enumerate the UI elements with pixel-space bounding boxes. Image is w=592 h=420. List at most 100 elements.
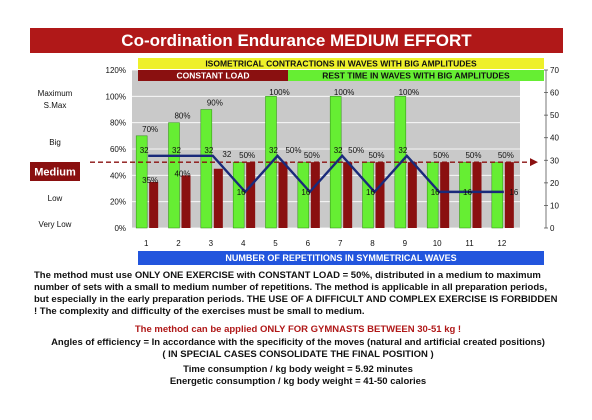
navy-line — [148, 153, 504, 194]
dark-red-bar — [343, 162, 353, 228]
green-bar — [491, 161, 504, 229]
right-axis-tick: 70 — [550, 66, 559, 75]
dark-red-bar — [213, 168, 223, 228]
method-description: The method must use ONLY ONE EXERCISE wi… — [34, 270, 558, 317]
extra-label: 50% — [348, 146, 364, 155]
green-bar-label: 90% — [207, 99, 223, 108]
left-label: S.Max — [44, 101, 67, 110]
x-tick-label: 1 — [144, 239, 149, 248]
dark-red-bar — [278, 162, 288, 228]
navy-line-label: 16 — [301, 188, 310, 197]
constant-load-band — [138, 70, 288, 81]
left-axis-tick: 20% — [110, 198, 126, 207]
dark-red-bar — [440, 162, 450, 228]
navy-line-label: 32 — [269, 146, 278, 155]
navy-line-label: 16 — [509, 188, 518, 197]
navy-line-label: 16 — [366, 188, 375, 197]
constant-load-label: CONSTANT LOAD — [176, 71, 249, 81]
isometric-band — [138, 58, 544, 69]
right-axis-tick: 30 — [550, 156, 559, 165]
x-tick-label: 9 — [403, 239, 408, 248]
right-axis-tick: 0 — [550, 224, 555, 233]
right-axis-tick: 20 — [550, 179, 559, 188]
repetitions-label: NUMBER OF REPETITIONS IN SYMMETRICAL WAV… — [225, 253, 456, 263]
dark-red-bar — [472, 162, 482, 228]
green-bar-label: 100% — [269, 88, 289, 97]
left-axis-tick: 60% — [110, 145, 126, 154]
left-axis-tick: 0% — [114, 224, 126, 233]
x-tick-label: 2 — [176, 239, 181, 248]
green-bar-label: 50% — [465, 151, 481, 160]
x-tick-label: 5 — [273, 239, 278, 248]
red-bar-label: 35% — [142, 176, 158, 185]
coordination-endurance-chart: ISOMETRICAL CONTRACTIONS IN WAVES WITH B… — [30, 58, 559, 265]
right-axis-tick: 10 — [550, 201, 559, 210]
navy-line-label: 32 — [172, 146, 181, 155]
dark-red-bar — [246, 162, 256, 228]
rest-time-label: REST TIME IN WAVES WITH BIG AMPLITUDES — [322, 71, 510, 81]
green-bar — [426, 161, 439, 229]
x-tick-label: 11 — [465, 239, 474, 248]
green-bar — [200, 109, 213, 229]
left-label: Very Low — [39, 220, 72, 229]
chart-title: Co-ordination Endurance MEDIUM EFFORT — [30, 28, 563, 53]
navy-line-label: 16 — [237, 188, 246, 197]
navy-line-label: 32 — [398, 146, 407, 155]
extra-label: 50% — [285, 146, 301, 155]
dark-red-bar — [407, 162, 417, 228]
green-bar — [168, 122, 180, 229]
dark-red-bar — [149, 181, 159, 228]
green-bar — [297, 161, 310, 229]
repetitions-band — [138, 251, 544, 265]
dark-red-bar — [375, 162, 385, 228]
left-label: Big — [49, 138, 61, 147]
left-axis-tick: 40% — [110, 171, 126, 180]
left-label: Maximum — [38, 89, 73, 98]
left-axis-tick: 100% — [106, 92, 126, 101]
right-axis-tick: 60 — [550, 89, 559, 98]
red-bar-label: 40% — [174, 169, 190, 178]
weight-restriction-note: The method can be applied ONLY FOR GYMNA… — [134, 324, 462, 335]
left-axis-tick: 120% — [106, 66, 126, 75]
green-bar — [135, 135, 148, 229]
x-tick-label: 6 — [306, 239, 311, 248]
navy-line-label: 32 — [140, 146, 149, 155]
green-bar-label: 70% — [142, 125, 158, 134]
dark-red-bar — [181, 175, 191, 228]
green-bar-label: 100% — [334, 88, 354, 97]
right-axis-tick: 50 — [550, 111, 559, 120]
x-tick-label: 12 — [497, 239, 506, 248]
green-bar-label: 50% — [239, 151, 255, 160]
reference-arrow — [530, 158, 538, 167]
left-label: Low — [48, 194, 63, 203]
green-bar — [459, 161, 471, 229]
navy-line-label: 32 — [334, 146, 343, 155]
special-cases-note: ( IN SPECIAL CASES CONSOLIDATE THE FINAL… — [162, 349, 434, 360]
green-bar-label: 50% — [368, 151, 384, 160]
x-tick-label: 4 — [241, 239, 246, 248]
green-bar-label: 50% — [433, 151, 449, 160]
green-bar — [362, 161, 374, 229]
isometric-band-label: ISOMETRICAL CONTRACTIONS IN WAVES WITH B… — [205, 59, 477, 69]
extra-label: 32 — [222, 150, 231, 159]
navy-line-label: 32 — [204, 146, 213, 155]
dark-red-bar — [310, 162, 320, 228]
green-bar-label: 50% — [304, 151, 320, 160]
dark-red-bar — [504, 162, 514, 228]
time-consumption: Time consumption / kg body weight = 5.92… — [183, 364, 413, 375]
green-bar-label: 100% — [399, 88, 419, 97]
x-tick-label: 10 — [433, 239, 442, 248]
green-bar-label: 50% — [498, 151, 514, 160]
navy-line-label: 16 — [431, 188, 440, 197]
green-bar-label: 80% — [174, 112, 190, 121]
x-tick-label: 3 — [209, 239, 214, 248]
medium-label-bg — [30, 162, 80, 181]
angles-of-efficiency: Angles of efficiency = In accordance wit… — [51, 337, 545, 348]
left-axis-tick: 80% — [110, 119, 126, 128]
energetic-consumption: Energetic consumption / kg body weight =… — [169, 376, 427, 387]
x-tick-label: 8 — [370, 239, 375, 248]
left-label-medium: Medium — [34, 167, 76, 179]
right-axis-tick: 40 — [550, 134, 559, 143]
x-tick-label: 7 — [338, 239, 343, 248]
rest-time-band — [288, 70, 544, 81]
